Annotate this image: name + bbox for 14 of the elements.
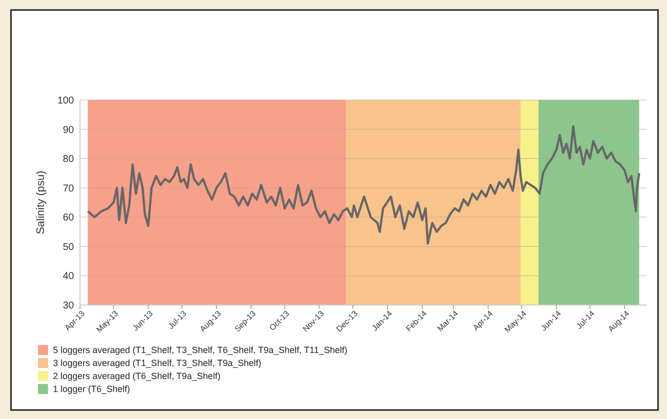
legend-label: 5 loggers averaged (T1_Shelf, T3_Shelf, T6_Shelf, T9a_Shelf, T11_Shelf) [53,345,348,356]
y-tick-label: 30 [62,300,74,312]
y-tick-label: 100 [57,96,74,106]
y-tick-label: 90 [62,124,74,136]
y-tick-label: 50 [62,242,74,253]
legend-label: 1 logger (T6_Shelf) [53,384,130,394]
y-tick-label: 70 [62,183,74,194]
y-tick-label: 40 [62,271,74,282]
line-series [86,125,640,245]
y-tick-label: 60 [62,212,74,224]
legend-label: 3 loggers averaged (T1_Shelf, T3_Shelf, T9a_Shelf) [53,358,262,368]
y-axis-title: Salinity (psu) [35,170,47,234]
legend-label: 2 loggers averaged (T6_Shelf, T9a_Shelf) [53,371,220,382]
y-tick-label: 80 [62,154,74,166]
